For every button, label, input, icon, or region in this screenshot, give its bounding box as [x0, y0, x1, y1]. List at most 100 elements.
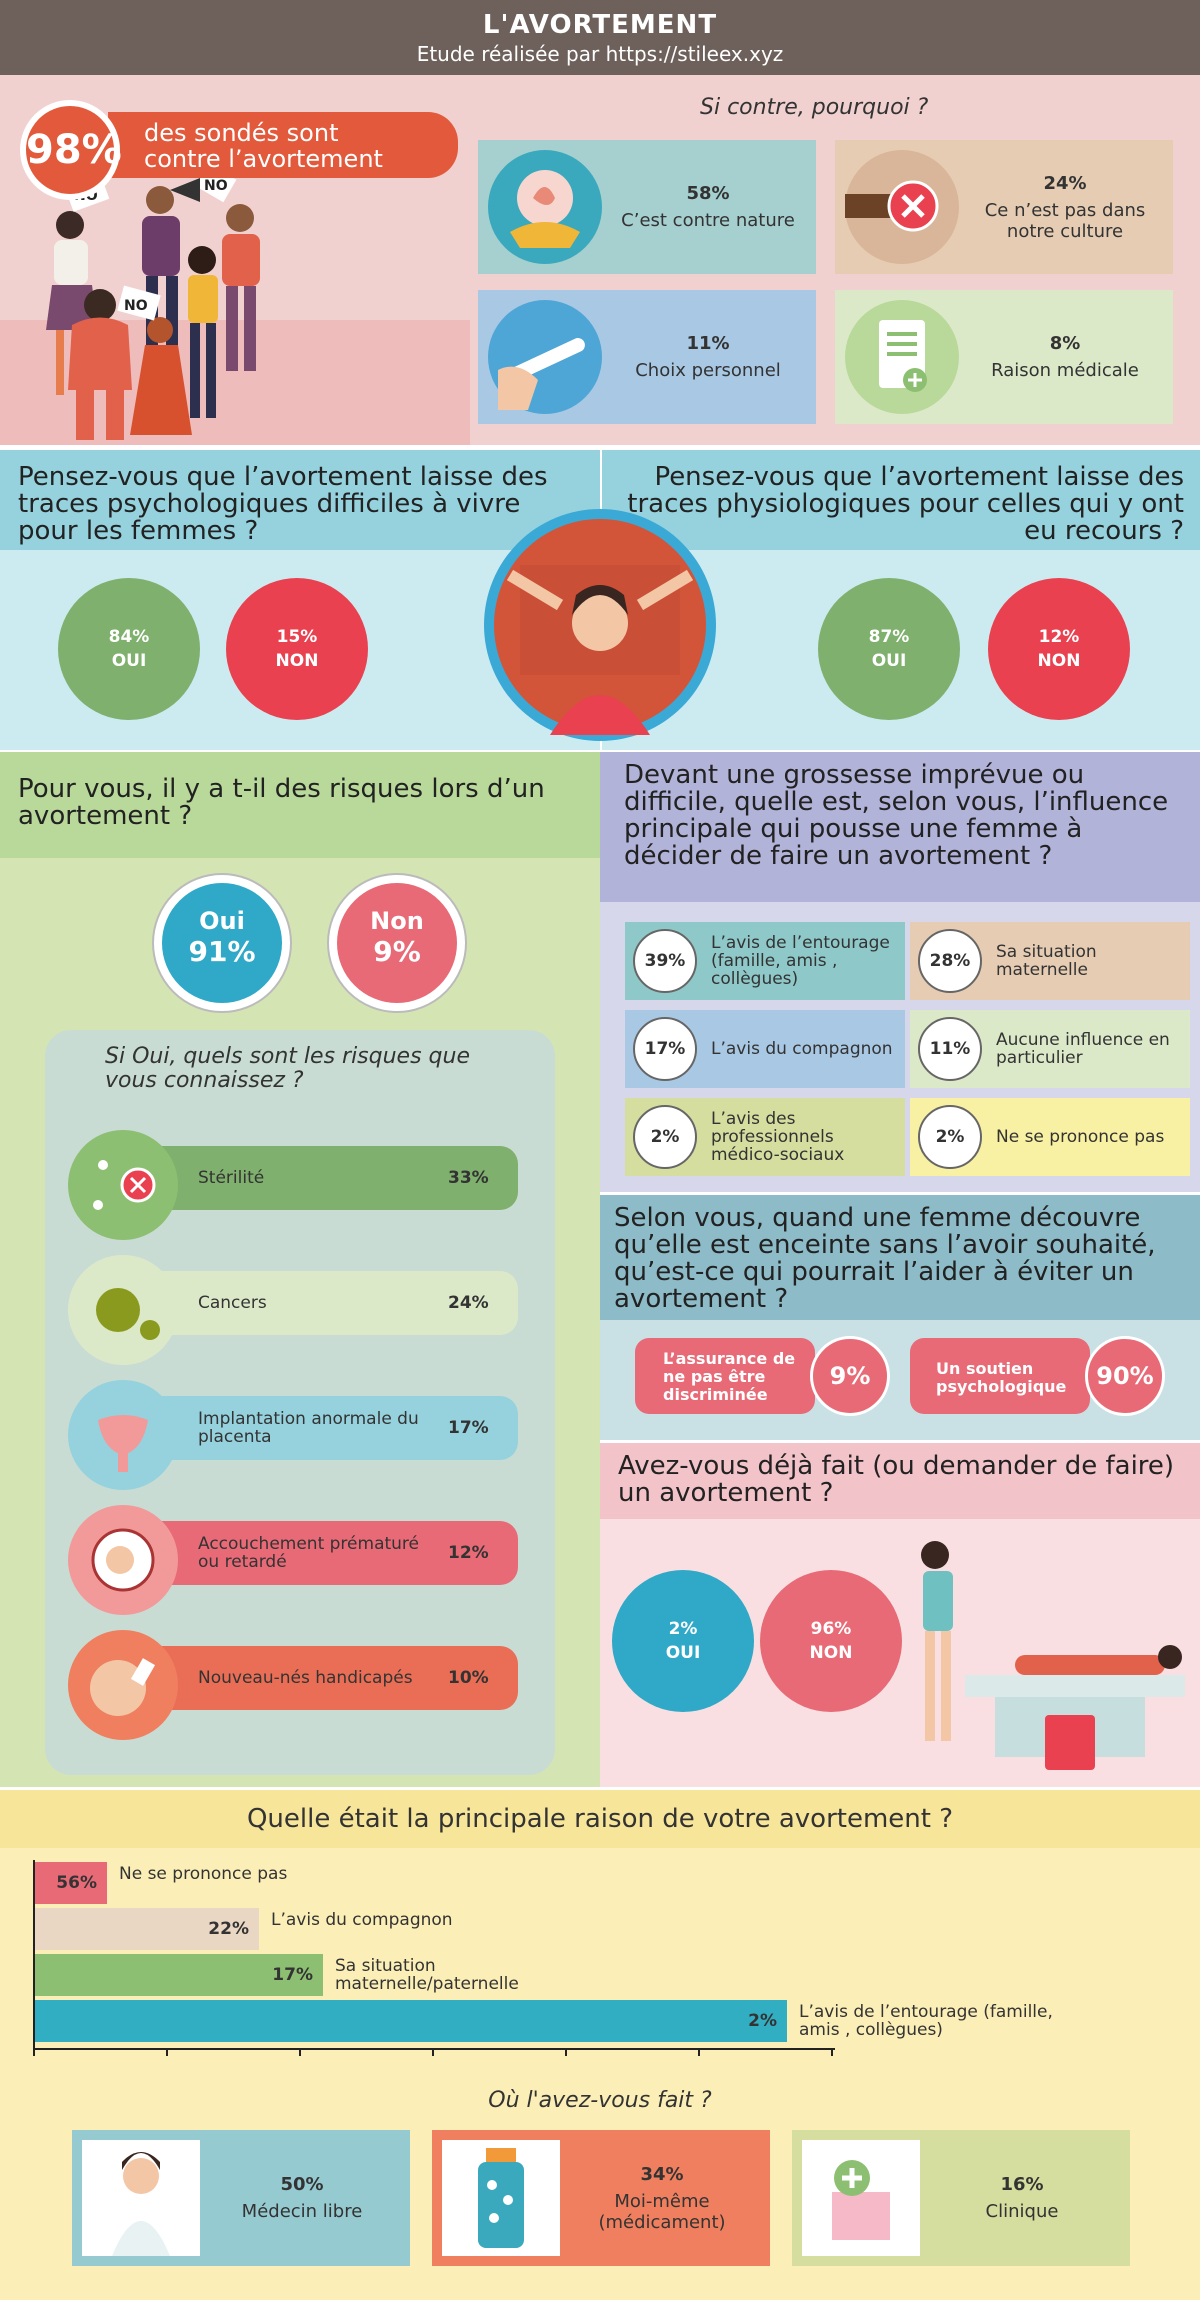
done-question: Avez-vous déjà fait (ou demander de fair… [600, 1443, 1200, 1519]
risks-no-bubble: Non 9% [337, 883, 457, 1003]
reason-axis-tick [565, 2048, 567, 2056]
reason-axis-x [33, 2048, 835, 2050]
reason-axis-tick [432, 2048, 434, 2056]
page-header: L'AVORTEMENT Etude réalisée par https://… [0, 0, 1200, 75]
why-label: Raison médicale [991, 360, 1139, 381]
doctor-patient-illustration [921, 1541, 1185, 1770]
help-pct: 90% [1085, 1336, 1165, 1416]
contre-text: des sondés sont contre l’avortement [108, 112, 458, 178]
reason-bar-row: 2% L’avis de l’entourage (famille, amis ,… [35, 2000, 1135, 2042]
where-item-clinic: 16% Clinique [792, 2130, 1130, 2266]
reason-bar: 56% [35, 1862, 107, 1904]
pill-bottle-icon [442, 2140, 560, 2256]
why-pct: 11% [686, 333, 730, 354]
reason-axis-tick [33, 2048, 35, 2056]
why-pct: 8% [1049, 333, 1081, 354]
risk-row: Stérilité 33% [68, 1130, 518, 1240]
reason-axis-tick [299, 2048, 301, 2056]
protester-2 [142, 186, 180, 366]
protester-6 [222, 204, 260, 371]
no-sign-2: NO [117, 285, 161, 321]
influence-item: 17% L’avis du compagnon [625, 1010, 905, 1088]
sign-text: NO [124, 298, 148, 314]
protester-4 [130, 317, 192, 435]
medical-document-icon [845, 300, 959, 414]
why-pct: 24% [1043, 172, 1087, 194]
stressed-woman-illustration [484, 509, 716, 741]
baby-icon [68, 1630, 178, 1740]
why-item-choix: 11% Choix personnel [478, 290, 816, 424]
phy-no-bubble: 12% NON [988, 578, 1130, 720]
doctor-icon [82, 2140, 200, 2256]
reason-bar-row: 17% Sa situation maternelle/paternelle [35, 1954, 1135, 1996]
protester-5 [188, 246, 218, 418]
help-question: Selon vous, quand une femme découvre qu’… [600, 1195, 1200, 1320]
risks-sub: Si Oui, quels sont les risques que vous … [105, 1044, 470, 1093]
why-item-nature: 58% C’est contre nature [478, 140, 816, 274]
risk-row: Accouchement prématuré ou retardé 12% [68, 1505, 518, 1615]
reason-bar-label: Ne se prononce pas [119, 1864, 288, 1884]
protest-illustration: NO NO NO [46, 163, 260, 440]
reason-bar-chart: 56% Ne se prononce pas 22% L’avis du compag… [0, 1860, 1200, 2060]
reason-axis-y [33, 1860, 35, 2050]
reason-axis-tick [831, 2048, 833, 2056]
reason-bar: 17% [35, 1954, 323, 1996]
influence-item: 2% Ne se prononce pas [910, 1098, 1190, 1176]
help-pct: 9% [810, 1336, 890, 1416]
psy-question: Pensez-vous que l’avortement laisse des … [0, 450, 600, 550]
pregnancy-test-icon [488, 300, 602, 414]
reason-question: Quelle était la principale raison de vot… [0, 1790, 1200, 1848]
risk-row: Nouveau-nés handicapés 10% [68, 1630, 518, 1740]
page-title: L'AVORTEMENT [482, 10, 718, 40]
phy-question: Pensez-vous que l’avortement laisse des … [602, 450, 1200, 550]
reason-axis-tick [698, 2048, 700, 2056]
reason-axis-tick [166, 2048, 168, 2056]
reason-bar-label: L’avis du compagnon [271, 1910, 453, 1930]
embryo-icon [488, 150, 602, 264]
contre-badge: des sondés sont contre l’avortement 98% [20, 100, 458, 200]
why-label: Ce n’est pas dans notre culture [984, 199, 1146, 242]
risk-row: Implantation anormale du placenta 17% [68, 1380, 518, 1490]
protester-3 [68, 289, 132, 440]
reason-bar: 22% [35, 1908, 259, 1950]
where-item-self: 34% Moi-même (médicament) [432, 2130, 770, 2266]
reason-bar-row: 22% L’avis du compagnon [35, 1908, 1135, 1950]
influence-item: 2% L’avis des professionnels médico-socia… [625, 1098, 905, 1176]
reason-bar-label: Sa situation maternelle/paternelle [335, 1956, 519, 1994]
influence-item: 39% L’avis de l’entourage (famille, amis … [625, 922, 905, 1000]
contre-pct: 98% [20, 100, 122, 200]
risk-row: Cancers 24% [68, 1255, 518, 1365]
why-title: Si contre, pourquoi ? [700, 95, 929, 120]
influence-item: 28% Sa situation maternelle [910, 922, 1190, 1000]
why-item-culture: 24% Ce n’est pas dans notre culture [835, 140, 1173, 274]
sign-text: NO [204, 178, 228, 194]
influence-question: Devant une grossesse imprévue ou diffici… [600, 752, 1200, 902]
psy-no-bubble: 15% NON [226, 578, 368, 720]
done-yes-bubble: 2% OUI [612, 1570, 754, 1712]
page-subtitle: Etude réalisée par https://stileex.xyz [416, 42, 784, 66]
megaphone-icon [170, 178, 200, 202]
where-item-doctor: 50% Médecin libre [72, 2130, 410, 2266]
why-label: C’est contre nature [621, 210, 795, 231]
clinic-icon [802, 2140, 920, 2256]
help-item-psychological: Un soutien psychologique [910, 1338, 1090, 1414]
fetus-icon [68, 1505, 178, 1615]
reason-bar-label: L’avis de l’entourage (famille, amis , c… [799, 2002, 1053, 2040]
reason-bar: 2% [35, 2000, 787, 2042]
risks-question: Pour vous, il y a t-il des risques lors … [0, 752, 600, 858]
influence-item: 11% Aucune influence en particulier [910, 1010, 1190, 1088]
cancer-cell-icon [68, 1255, 178, 1365]
uterus-icon [68, 1380, 178, 1490]
why-label: Choix personnel [635, 360, 781, 381]
help-item-discrimination: L’assurance de ne pas être discriminée [635, 1338, 815, 1414]
risks-yes-bubble: Oui 91% [162, 883, 282, 1003]
phy-yes-bubble: 87% OUI [818, 578, 960, 720]
reason-bar-row: 56% Ne se prononce pas [35, 1862, 1135, 1904]
sterility-icon [68, 1130, 178, 1240]
cross-icon [845, 150, 959, 264]
psy-yes-bubble: 84% OUI [58, 578, 200, 720]
why-pct: 58% [686, 183, 730, 204]
why-item-medical: 8% Raison médicale [835, 290, 1173, 424]
where-question: Où l'avez-vous fait ? [488, 2088, 712, 2113]
done-no-bubble: 96% NON [760, 1570, 902, 1712]
